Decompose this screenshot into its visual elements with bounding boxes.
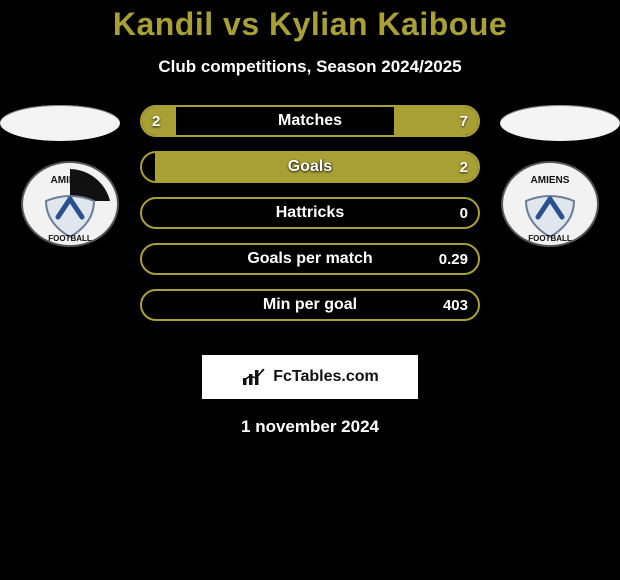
page-subtitle: Club competitions, Season 2024/2025 xyxy=(0,57,620,77)
player-disc-left xyxy=(0,105,120,141)
chart-icon xyxy=(241,367,267,387)
stat-label: Matches xyxy=(142,107,478,135)
stats-stage: AMIENS FOOTBALL AMIENS FOOTBALL 27Matche… xyxy=(0,105,620,335)
stat-bar: 0Hattricks xyxy=(140,197,480,229)
svg-text:FOOTBALL: FOOTBALL xyxy=(48,234,92,243)
shield-icon: AMIENS FOOTBALL xyxy=(20,161,120,247)
snapshot-date: 1 november 2024 xyxy=(0,417,620,437)
svg-text:AMIENS: AMIENS xyxy=(51,175,90,186)
shield-icon: AMIENS FOOTBALL xyxy=(500,161,600,247)
stat-label: Goals per match xyxy=(142,245,478,273)
branding-text: FcTables.com xyxy=(273,368,379,386)
stat-bar: 0.29Goals per match xyxy=(140,243,480,275)
stat-label: Min per goal xyxy=(142,291,478,319)
stat-bar: 27Matches xyxy=(140,105,480,137)
stat-label: Hattricks xyxy=(142,199,478,227)
stat-label: Goals xyxy=(142,153,478,181)
svg-text:FOOTBALL: FOOTBALL xyxy=(528,234,572,243)
page-title: Kandil vs Kylian Kaiboue xyxy=(0,0,620,43)
player-disc-right xyxy=(500,105,620,141)
branding-badge: FcTables.com xyxy=(202,355,418,399)
club-badge-right: AMIENS FOOTBALL xyxy=(500,161,600,247)
stat-bars: 27Matches 2Goals 0Hattricks 0.29Goals per m… xyxy=(140,105,480,321)
club-badge-left: AMIENS FOOTBALL xyxy=(20,161,120,247)
stat-bar: 2Goals xyxy=(140,151,480,183)
svg-text:AMIENS: AMIENS xyxy=(531,175,570,186)
comparison-card: Kandil vs Kylian Kaiboue Club competitio… xyxy=(0,0,620,580)
stat-bar: 403Min per goal xyxy=(140,289,480,321)
